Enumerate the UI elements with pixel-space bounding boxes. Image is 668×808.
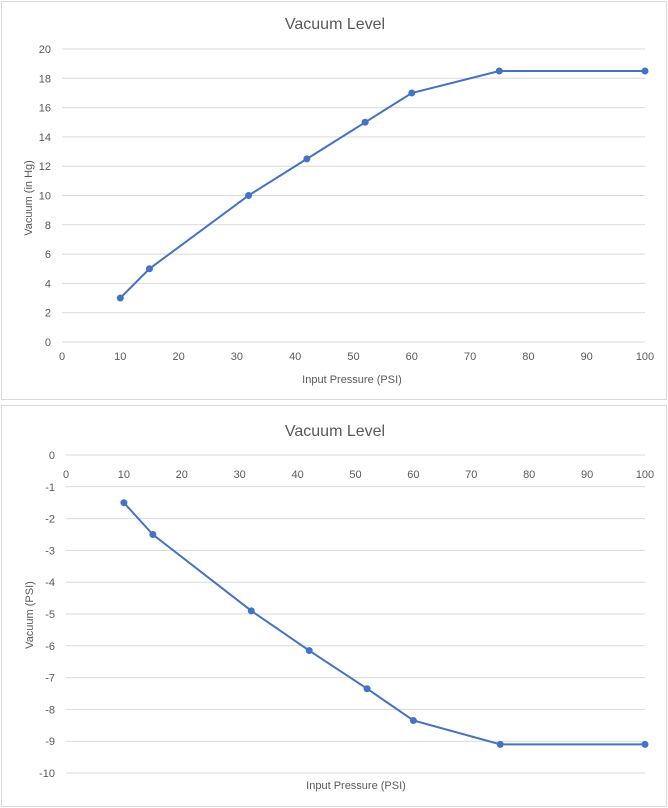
x-tick-label: 60 (407, 469, 419, 481)
y-tick-labels: 0 -1 -2 -3 -4 -5 -6 -7 -8 -9 -10 (39, 450, 55, 780)
x-tick-label: 80 (523, 469, 535, 481)
x-tick-label: 100 (636, 469, 654, 481)
data-point (303, 155, 311, 163)
data-point (496, 740, 504, 748)
y-tick-label: -10 (39, 768, 55, 780)
y-tick-label: -2 (45, 514, 55, 526)
y-tick-label: -5 (45, 609, 55, 621)
x-tick-label: 10 (114, 351, 126, 363)
chart-vacuum-psi: Vacuum Level Input Pressure (PSI) Vacuum… (1, 405, 667, 807)
data-point (247, 607, 255, 615)
x-tick-label: 0 (59, 351, 65, 363)
y-tick-label: 20 (39, 44, 51, 56)
x-tick-labels: 0 10 20 30 40 50 60 70 80 90 100 (63, 469, 654, 481)
x-tick-label: 20 (172, 351, 184, 363)
x-tick-label: 60 (406, 351, 418, 363)
data-point (641, 67, 649, 75)
series-line (123, 502, 645, 746)
chart-title: Vacuum Level (285, 423, 385, 440)
x-tick-label: 70 (465, 469, 477, 481)
y-tick-label: 2 (45, 308, 51, 320)
x-tick-label: 50 (349, 469, 361, 481)
x-axis-label: Input Pressure (PSI) (306, 780, 406, 792)
data-point (120, 499, 128, 507)
y-tick-label: -1 (45, 482, 55, 494)
y-tick-label: 0 (45, 337, 51, 349)
x-tick-label: 40 (289, 351, 301, 363)
data-point (363, 685, 371, 693)
gridlines (62, 48, 645, 343)
data-point (641, 740, 649, 748)
x-tick-label: 30 (231, 351, 243, 363)
y-tick-label: 4 (45, 278, 51, 290)
x-tick-label: 50 (347, 351, 359, 363)
y-tick-label: 10 (39, 191, 51, 203)
x-tick-labels: 0 10 20 30 40 50 60 70 80 90 100 (59, 351, 654, 363)
y-axis-label: Vacuum (in Hg) (23, 160, 35, 236)
x-tick-label: 70 (464, 351, 476, 363)
data-point (361, 118, 369, 126)
data-point (116, 294, 124, 302)
y-tick-label: 16 (39, 103, 51, 115)
data-points (120, 499, 649, 748)
y-tick-labels: 0 2 4 6 8 10 12 14 16 18 20 (39, 44, 51, 349)
x-axis-label: Input Pressure (PSI) (302, 374, 402, 386)
data-point (408, 89, 416, 97)
x-tick-label: 0 (63, 469, 69, 481)
chart-vacuum-in-hg: Vacuum Level Input Pressure (PSI) Vacuum… (1, 1, 667, 400)
gridlines (66, 454, 645, 774)
x-tick-label: 90 (581, 351, 593, 363)
x-tick-label: 40 (291, 469, 303, 481)
chart-svg-1: Vacuum Level Input Pressure (PSI) Vacuum… (23, 16, 654, 386)
x-tick-label: 10 (118, 469, 130, 481)
x-tick-label: 20 (176, 469, 188, 481)
y-tick-label: 0 (49, 450, 55, 462)
y-tick-label: 18 (39, 73, 51, 85)
y-tick-label: -8 (45, 704, 55, 716)
chart-title: Vacuum Level (285, 16, 385, 33)
data-point (149, 531, 157, 538)
x-tick-label: 90 (581, 469, 593, 481)
data-point (305, 647, 313, 655)
x-tick-label: 30 (234, 469, 246, 481)
y-tick-label: 8 (45, 220, 51, 232)
x-tick-label: 80 (522, 351, 534, 363)
data-point (495, 67, 503, 75)
data-points (116, 67, 649, 302)
y-tick-label: 6 (45, 249, 51, 261)
data-point (409, 717, 417, 725)
x-tick-label: 100 (636, 351, 654, 363)
data-point (145, 265, 153, 273)
chart-svg-2: Vacuum Level Input Pressure (PSI) Vacuum… (24, 423, 654, 792)
y-tick-label: 14 (39, 132, 51, 144)
data-point (245, 192, 253, 199)
y-tick-label: -4 (45, 577, 55, 589)
y-tick-label: -9 (45, 736, 55, 748)
y-tick-label: -7 (45, 673, 55, 685)
series-line (119, 70, 645, 299)
y-axis-label: Vacuum (PSI) (24, 581, 36, 649)
y-tick-label: -3 (45, 545, 55, 557)
y-tick-label: -6 (45, 641, 55, 653)
y-tick-label: 12 (39, 161, 51, 173)
